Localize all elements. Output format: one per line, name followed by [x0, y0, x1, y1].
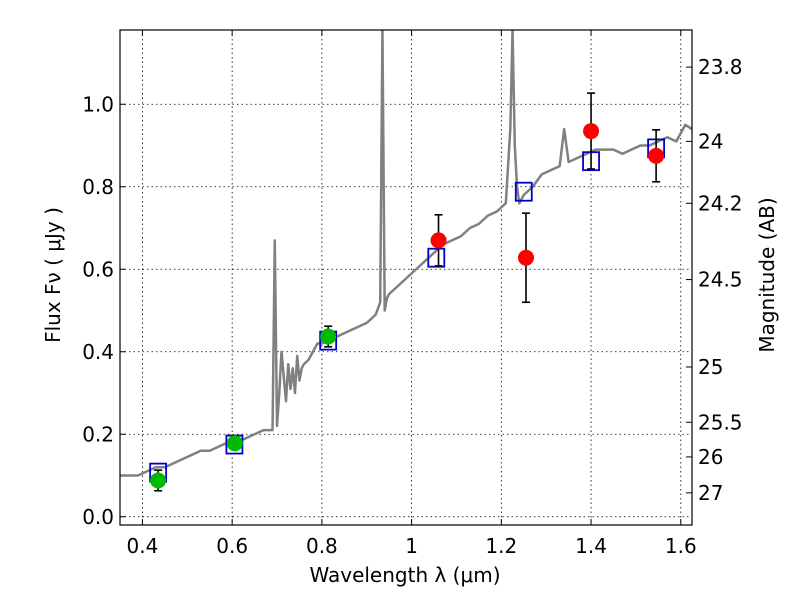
y-tick-label: 0.4: [82, 340, 114, 364]
x-tick-label: 1.6: [665, 534, 697, 558]
spectrum-line: [120, 30, 692, 477]
x-tick-label: 1.2: [485, 534, 517, 558]
markers: [149, 92, 666, 492]
y-axis-label: Flux Fν ( μJy ): [41, 207, 65, 343]
ticks: 0.4 0.6 0.8 1 1.2 1.4 1.6 0.0 0.2 0.4 0.6 0.8 1.0 23.…: [82, 30, 743, 558]
data-point: [150, 472, 167, 489]
x-axis-label: Wavelength λ (μm): [309, 563, 500, 587]
spectrum-series: [120, 30, 692, 477]
right-tick-label: 23.8: [698, 55, 743, 79]
data-point: [518, 249, 535, 266]
x-tick-label: 1: [405, 534, 418, 558]
model-photometry-square: [514, 181, 533, 202]
right-tick-label: 24.5: [698, 268, 743, 292]
y-tick-label: 0.6: [82, 257, 114, 281]
y-tick-label: 0.2: [82, 422, 114, 446]
right-tick-label: 24.2: [698, 191, 743, 215]
right-tick-label: 25: [698, 355, 723, 379]
plot-frame: [119, 29, 693, 526]
y-tick-label: 0.0: [82, 505, 114, 529]
data-point: [583, 123, 600, 140]
x-tick-label: 1.4: [575, 534, 607, 558]
x-tick-label: 0.4: [127, 534, 159, 558]
y-tick-label: 1.0: [82, 92, 114, 116]
right-tick-label: 25.5: [698, 410, 743, 434]
data-point: [648, 147, 665, 164]
data-point: [226, 435, 243, 452]
x-tick-label: 0.6: [216, 534, 248, 558]
grid: [120, 30, 692, 525]
data-point: [430, 232, 447, 249]
right-tick-label: 26: [698, 445, 723, 469]
data-point: [320, 328, 337, 345]
y-tick-label: 0.8: [82, 175, 114, 199]
right-tick-label: 24: [698, 129, 723, 153]
x-tick-label: 0.8: [306, 534, 338, 558]
y-axis-label-right: Magnitude (AB): [755, 197, 779, 352]
right-tick-label: 27: [698, 481, 723, 505]
